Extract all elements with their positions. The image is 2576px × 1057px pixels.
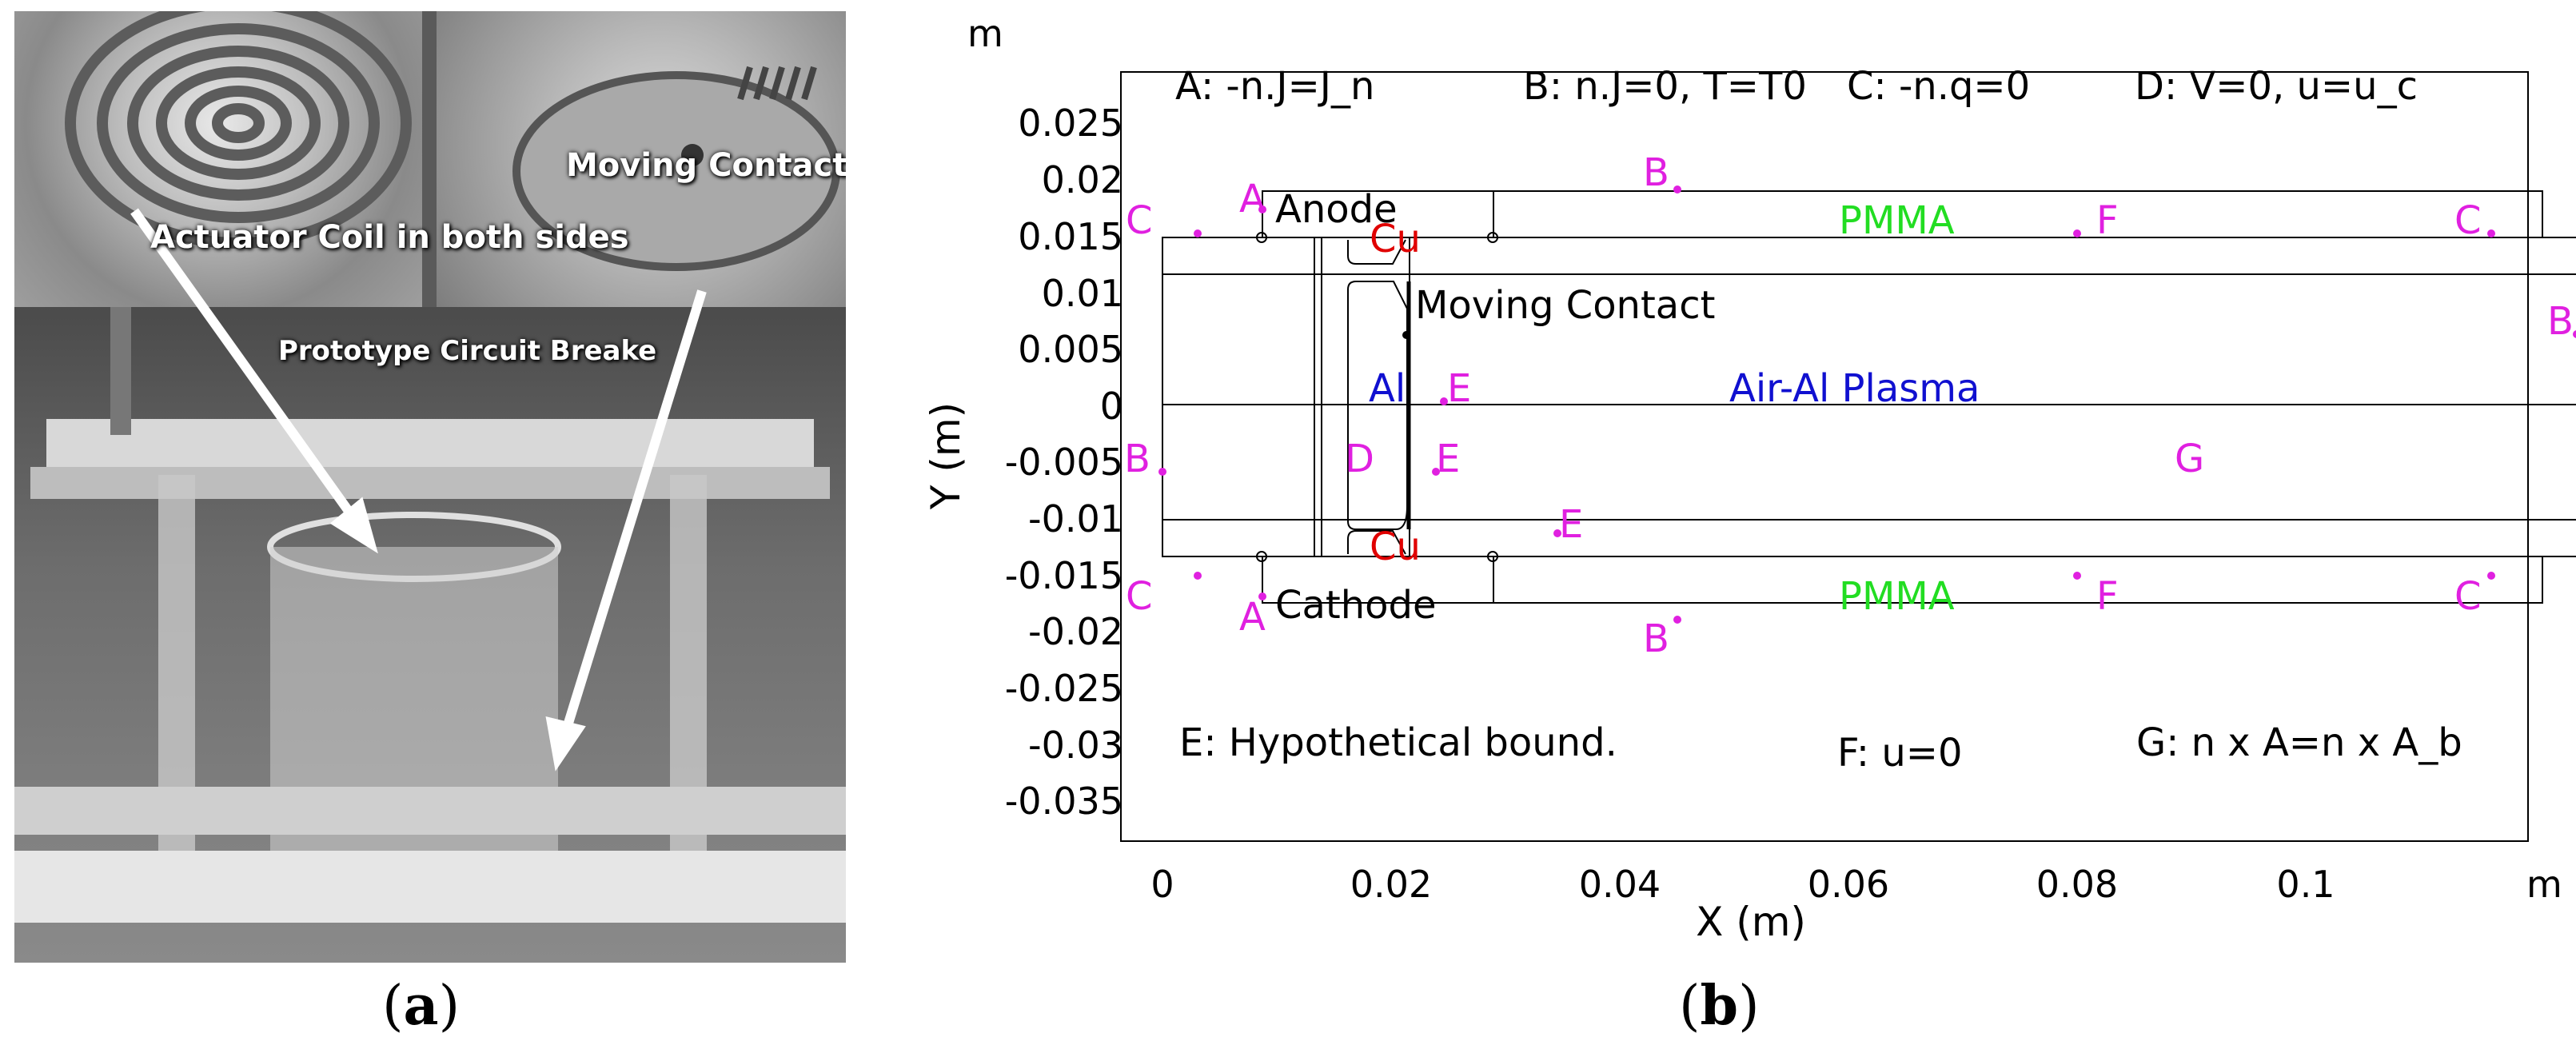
- moving-contact-point: [1402, 331, 1410, 339]
- marker-dot: [2487, 572, 2495, 580]
- moving-contact-photo-label: Moving Contact: [566, 147, 846, 184]
- moving-contact-inset-photo: [437, 11, 846, 307]
- y-tick-label: 0.01: [1042, 272, 1123, 315]
- x-axis-label: X (m): [1696, 899, 1806, 945]
- cu-recess-bottom: [1347, 530, 1406, 555]
- marker-dot: [1194, 572, 1202, 580]
- marker-c-bottom-right: C: [2454, 574, 2482, 619]
- unit-top-label: m: [967, 12, 1003, 55]
- bottom-cu-strip: [1162, 519, 2576, 557]
- prototype-label: Prototype Circuit Breake: [278, 335, 657, 367]
- top-cu-strip: [1162, 237, 2576, 275]
- y-tick-label: -0.01: [1028, 497, 1123, 540]
- x-tick-label: 0: [1150, 863, 1174, 906]
- boundary-conditions-diagram: m m 0.025 0.02 0.015 0.01 0.005 0 -0.005…: [919, 0, 2576, 967]
- y-tick-label: 0: [1100, 385, 1123, 428]
- marker-dot: [1432, 468, 1440, 476]
- marker-f-bottom: F: [2096, 574, 2119, 619]
- marker-dot: [2073, 229, 2081, 237]
- plot-frame: [1120, 71, 2529, 842]
- marker-c-bottom-left: C: [1126, 574, 1153, 619]
- x-tick-label: 0.08: [2036, 863, 2118, 906]
- plasma-label: Air-Al Plasma: [1729, 366, 1980, 411]
- breaker-main-photo: [14, 291, 846, 963]
- caption-b: (b): [1679, 974, 1760, 1038]
- marker-e-lower: E: [1559, 502, 1583, 547]
- actuator-coil-label: Actuator Coil in both sides: [150, 219, 629, 256]
- pmma-top-label: PMMA: [1839, 198, 1955, 243]
- legend-e: E: Hypothetical bound.: [1179, 720, 1617, 765]
- y-tick-label: 0.005: [1018, 328, 1123, 371]
- cu-recess-top: [1347, 239, 1406, 265]
- marker-b-left: B: [1124, 437, 1150, 481]
- y-tick-label: 0.025: [1018, 102, 1123, 145]
- y-tick-label: -0.025: [1005, 667, 1123, 710]
- x-tick-label: 0.02: [1350, 863, 1432, 906]
- pmma-bottom-label: PMMA: [1839, 574, 1955, 619]
- y-axis-label: Y (m): [923, 402, 969, 510]
- marker-b-top: B: [1643, 150, 1669, 195]
- marker-c-top-left: C: [1126, 198, 1153, 243]
- legend-g: G: n x A=n x A_b: [2136, 720, 2462, 765]
- cu-top-label: Cu: [1370, 217, 1421, 261]
- marker-dot: [1158, 468, 1166, 476]
- marker-dot: [1673, 185, 1681, 193]
- marker-b-right: B: [2547, 299, 2574, 344]
- legend-a: A: -n.J=J_n: [1175, 64, 1374, 109]
- caption-a: (a): [382, 974, 461, 1038]
- marker-dot: [2487, 229, 2495, 237]
- marker-dot: [2073, 572, 2081, 580]
- marker-dot: [1258, 592, 1266, 600]
- marker-dot: [2573, 330, 2576, 338]
- x-tick-label: 0.06: [1808, 863, 1889, 906]
- marker-g: G: [2175, 437, 2204, 481]
- marker-a-top: A: [1239, 177, 1266, 221]
- coil-spiral-graphic: [65, 11, 412, 249]
- legend-b: B: n.J=0, T=T0: [1523, 64, 1807, 109]
- cu-bottom-label: Cu: [1370, 525, 1421, 569]
- breaker-body-graphic: [14, 291, 846, 923]
- legend-f: F: u=0: [1837, 731, 1963, 776]
- y-tick-label: 0.02: [1042, 158, 1123, 201]
- al-contact-body: [1347, 281, 1408, 530]
- y-tick-label: -0.03: [1028, 724, 1123, 767]
- x-tick-label: 0.04: [1579, 863, 1661, 906]
- legend-d: D: V=0, u=u_c: [2135, 64, 2418, 109]
- callout-arrows: [130, 208, 707, 772]
- y-tick-label: -0.005: [1005, 441, 1123, 484]
- marker-a-bottom: A: [1239, 595, 1266, 640]
- legend-c: C: -n.q=0: [1847, 64, 2030, 109]
- y-tick-label: -0.015: [1005, 554, 1123, 597]
- y-tick-label: -0.02: [1028, 610, 1123, 653]
- anode-label: Anode: [1275, 187, 1398, 232]
- marker-f-top: F: [2096, 198, 2119, 243]
- cathode-label: Cathode: [1275, 583, 1437, 628]
- marker-e-middle: E: [1436, 437, 1460, 481]
- marker-dot: [1258, 205, 1266, 213]
- marker-dot: [1194, 229, 1202, 237]
- marker-e-upper: E: [1447, 366, 1471, 411]
- marker-c-top-right: C: [2454, 198, 2482, 243]
- unit-right-label: m: [2526, 863, 2562, 906]
- marker-d: D: [1345, 437, 1374, 481]
- marker-dot: [1673, 616, 1681, 624]
- marker-dot: [1440, 397, 1448, 405]
- al-label: Al: [1369, 366, 1406, 411]
- moving-contact-label: Moving Contact: [1415, 283, 1715, 328]
- disc-graphic: [512, 66, 840, 271]
- y-tick-label: 0.015: [1018, 215, 1123, 258]
- y-tick-label: -0.035: [1005, 780, 1123, 823]
- prototype-photo: Actuator Coil in both sides Moving Conta…: [14, 11, 846, 963]
- coil-inset-photo: [14, 11, 422, 307]
- marker-b-bottom: B: [1643, 616, 1669, 661]
- x-tick-label: 0.1: [2276, 863, 2335, 906]
- marker-dot: [1553, 529, 1561, 537]
